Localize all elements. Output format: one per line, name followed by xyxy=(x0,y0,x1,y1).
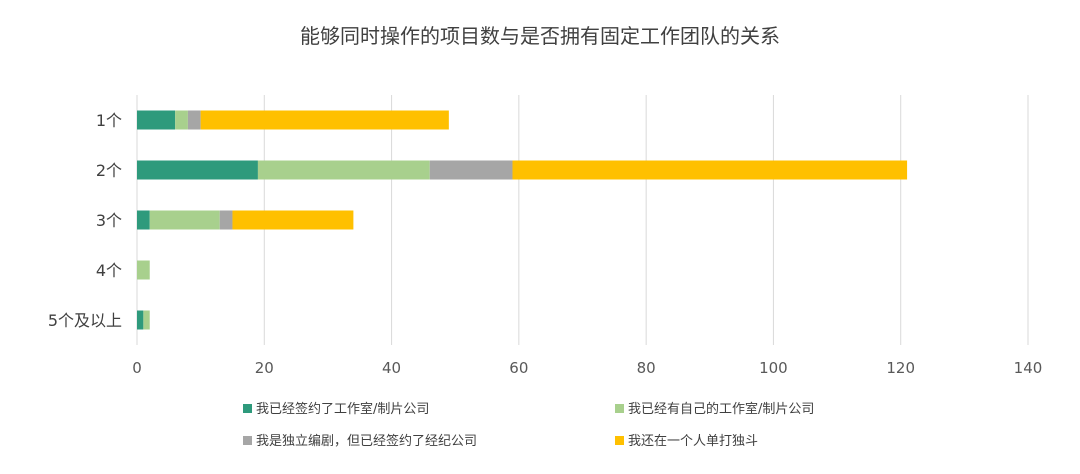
x-tick-label: 120 xyxy=(886,359,915,377)
bar-segment-1-3 xyxy=(137,210,150,230)
legend: 我已经签约了工作室/制片公司 我已经有自己的工作室/制片公司我是独立编剧，但已经签… xyxy=(243,401,814,449)
bar-segment-2-2 xyxy=(257,160,430,180)
bar-segment-2-1 xyxy=(175,110,188,130)
x-tick-label: 0 xyxy=(132,359,142,377)
category-label: 4个 xyxy=(96,261,122,280)
category-label: 2个 xyxy=(96,161,122,180)
x-tick-label: 60 xyxy=(509,359,528,377)
category-labels: 1个 2个 3个 4个 5个及以上 xyxy=(48,111,122,330)
x-tick-label: 40 xyxy=(382,359,401,377)
category-label: 1个 xyxy=(96,111,122,130)
bar-segment-2-5 xyxy=(143,310,150,330)
bar-segment-2-4 xyxy=(137,260,150,280)
chart-title: 能够同时操作的项目数与是否拥有固定工作团队的关系 xyxy=(300,24,780,48)
category-label: 5个及以上 xyxy=(48,311,122,330)
x-tick-label: 100 xyxy=(759,359,788,377)
bar-segment-1-5 xyxy=(137,310,144,330)
legend-label: 我还在一个人单打独斗 xyxy=(628,434,758,449)
x-tick-label: 20 xyxy=(255,359,274,377)
legend-swatch xyxy=(615,436,624,445)
bar-segment-3-2 xyxy=(429,160,513,180)
x-axis-tick-labels: 0 20 40 60 80 100 120 140 xyxy=(132,359,1042,377)
gridlines xyxy=(136,95,1029,345)
bar-segment-3-3 xyxy=(219,210,233,230)
bar-segment-1-2 xyxy=(137,160,258,180)
legend-swatch xyxy=(615,404,624,413)
bar-segment-4-2 xyxy=(512,160,908,180)
legend-swatch xyxy=(243,436,252,445)
category-label: 3个 xyxy=(96,211,122,230)
legend-label: 我已经有自己的工作室/制片公司 xyxy=(628,401,814,417)
legend-label: 我是独立编剧，但已经签约了经纪公司 xyxy=(256,433,477,449)
bar-segment-4-3 xyxy=(232,210,354,230)
legend-swatch xyxy=(243,404,252,413)
x-tick-label: 140 xyxy=(1014,359,1043,377)
x-tick-label: 80 xyxy=(637,359,656,377)
bar-segment-2-3 xyxy=(149,210,220,230)
bar-segment-1-1 xyxy=(137,110,176,130)
bar-segment-4-1 xyxy=(200,110,449,130)
bar-segment-3-1 xyxy=(187,110,201,130)
bars xyxy=(137,110,908,330)
legend-label: 我已经签约了工作室/制片公司 xyxy=(256,401,429,417)
